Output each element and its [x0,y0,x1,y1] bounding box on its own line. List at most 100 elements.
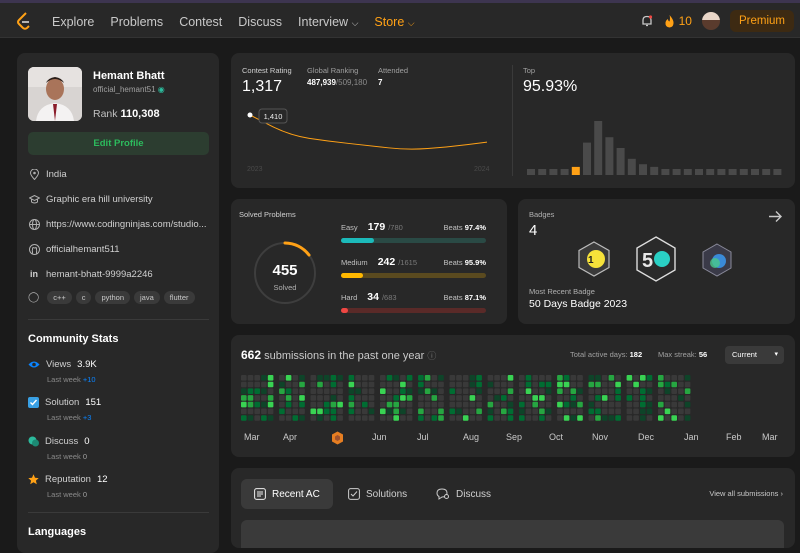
heatmap-cell[interactable] [494,401,500,408]
heatmap-cell[interactable] [671,381,677,388]
heatmap-cell[interactable] [646,415,653,421]
heatmap-cell[interactable] [633,381,639,388]
heatmap-cell[interactable] [595,381,601,388]
top-bar[interactable] [683,169,692,175]
heatmap-cell[interactable] [424,415,431,421]
heatmap-cell[interactable] [247,381,254,388]
heatmap-cell[interactable] [285,395,292,401]
view-all-submissions-link[interactable]: View all submissions › [709,489,783,498]
heatmap-cell[interactable] [292,388,299,394]
heatmap-cell[interactable] [588,381,595,388]
heatmap-cell[interactable] [646,388,653,394]
heatmap-cell[interactable] [615,415,621,421]
heatmap-cell[interactable] [261,381,267,388]
tag-flutter[interactable]: flutter [163,291,195,304]
heatmap-cell[interactable] [678,381,684,388]
heatmap-cell[interactable] [406,388,413,394]
heatmap-cell[interactable] [664,415,671,421]
heatmap-cell[interactable] [317,381,323,388]
heatmap-cell[interactable] [348,408,355,415]
heatmap-cell[interactable] [261,408,267,415]
heatmap-cell[interactable] [299,375,305,381]
heatmap-cell[interactable] [355,388,361,394]
heatmap-cell[interactable] [462,415,469,421]
heatmap-cell[interactable] [671,401,677,408]
heatmap-cell[interactable] [494,375,500,381]
heatmap-cell[interactable] [285,388,292,394]
heatmap-cell[interactable] [317,388,323,394]
top-bar[interactable] [650,166,659,175]
heatmap-cell[interactable] [487,388,494,394]
heatmap-cell[interactable] [664,401,671,408]
top-bar[interactable] [527,169,535,175]
top-bar[interactable] [773,169,782,175]
heatmap-cell[interactable] [678,375,684,381]
heatmap-cell[interactable] [424,388,431,394]
heatmap-cell[interactable] [615,388,621,394]
heatmap-cell[interactable] [330,408,337,415]
top-bar[interactable] [583,142,591,175]
heatmap-cell[interactable] [337,395,343,401]
info-icon[interactable]: ⓘ [427,351,437,361]
year-select[interactable]: Current ▾ [725,346,784,364]
heatmap-cell[interactable] [386,375,393,381]
heatmap-cell[interactable] [380,388,386,394]
heatmap-cell[interactable] [519,388,525,394]
heatmap-cell[interactable] [380,375,386,381]
heatmap-cell[interactable] [247,395,254,401]
tag-c[interactable]: c [75,291,92,304]
heatmap-cell[interactable] [362,375,368,381]
heatmap-cell[interactable] [539,375,545,381]
heatmap-cell[interactable] [348,401,355,408]
heatmap-cell[interactable] [285,415,292,421]
heatmap-cell[interactable] [323,415,330,421]
heatmap-cell[interactable] [431,381,438,388]
bell-icon[interactable] [640,14,654,28]
heatmap-cell[interactable] [348,388,355,394]
heatmap-cell[interactable] [633,395,639,401]
heatmap-cell[interactable] [241,381,247,388]
heatmap-cell[interactable] [664,388,671,394]
top-bar[interactable] [762,169,771,175]
heatmap-cell[interactable] [247,408,254,415]
heatmap-cell[interactable] [310,381,317,388]
top-bar[interactable] [560,169,569,175]
heatmap-cell[interactable] [438,401,444,408]
heatmap-cell[interactable] [418,395,424,401]
heatmap-cell[interactable] [406,415,413,421]
tab-discuss[interactable]: Discuss [436,479,491,509]
heatmap-cell[interactable] [469,401,476,408]
heatmap-cell[interactable] [563,401,570,408]
heatmap-cell[interactable] [557,401,563,408]
heatmap-cell[interactable] [557,408,563,415]
heatmap-cell[interactable] [487,415,494,421]
heatmap-cell[interactable] [368,395,375,401]
heatmap-cell[interactable] [595,401,601,408]
heatmap-cell[interactable] [501,415,507,421]
heatmap-cell[interactable] [400,415,406,421]
heatmap-cell[interactable] [368,375,375,381]
heatmap-cell[interactable] [671,375,677,381]
heatmap-cell[interactable] [494,395,500,401]
heatmap-cell[interactable] [431,388,438,394]
heatmap-cell[interactable] [323,375,330,381]
heatmap-cell[interactable] [487,401,494,408]
heatmap-cell[interactable] [476,375,482,381]
heatmap-cell[interactable] [323,388,330,394]
heatmap-cell[interactable] [337,401,343,408]
heatmap-cell[interactable] [393,401,399,408]
top-bar[interactable] [751,169,759,175]
heatmap-cell[interactable] [588,401,595,408]
heatmap-cell[interactable] [469,381,476,388]
heatmap-cell[interactable] [557,381,563,388]
heatmap-cell[interactable] [525,401,532,408]
heatmap-cell[interactable] [640,375,646,381]
heatmap-cell[interactable] [570,415,577,421]
heatmap-cell[interactable] [501,381,507,388]
heatmap-cell[interactable] [462,388,469,394]
heatmap-cell[interactable] [615,375,621,381]
nav-discuss[interactable]: Discuss [238,15,283,29]
heatmap-cell[interactable] [330,388,337,394]
heatmap-cell[interactable] [684,415,691,421]
heatmap-cell[interactable] [368,415,375,421]
